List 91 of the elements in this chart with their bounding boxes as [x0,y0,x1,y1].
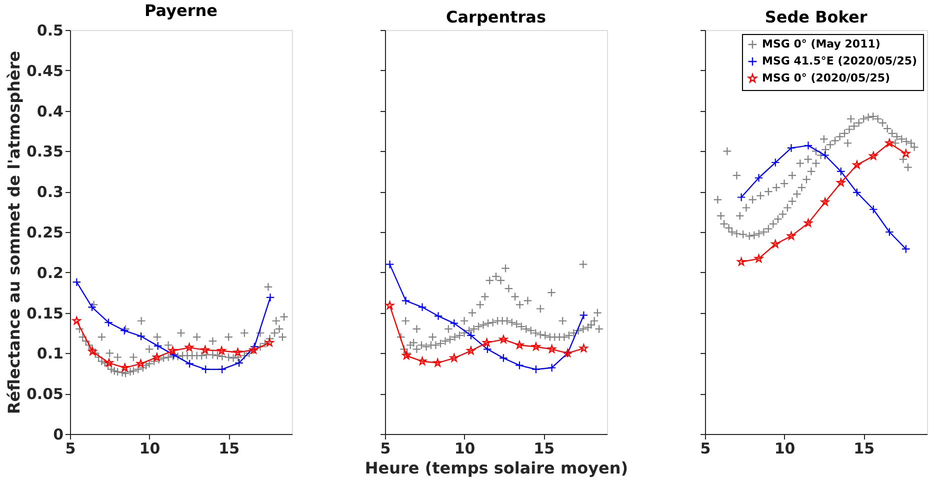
point [754,173,764,182]
y-tick-label: 0.15 [26,304,64,322]
point [804,218,812,227]
point [482,338,492,346]
x-tick-label: 5 [380,440,391,458]
point [88,302,96,312]
x-tick-label: 10 [774,440,796,458]
point [770,158,780,167]
point [901,244,910,254]
point [836,178,846,186]
y-tick-label: 0.5 [36,22,64,40]
point [737,257,746,266]
point [104,318,113,327]
x-tick-label: 5 [65,440,76,458]
x-tick-label: 10 [454,440,476,458]
legend-label: MSG 0° (2020/05/25) [762,72,890,84]
point [450,318,459,328]
point [265,338,274,346]
y-tick-label: 0.35 [26,142,64,161]
y-tick-label: 0 [53,426,64,444]
point [884,228,894,236]
point [786,144,796,152]
point [153,342,162,350]
y-tick-label: 0.25 [26,224,64,242]
point [869,152,878,160]
legend-label: MSG 41.5°E (2020/05/25) [762,54,918,68]
x-tick-label: 5 [700,440,711,458]
point [433,358,442,367]
point [499,335,508,344]
point [152,352,162,361]
point [385,260,394,269]
point [532,364,540,374]
x-tick-label: 15 [854,440,875,458]
point [499,354,508,362]
chart-title: Carpentras [446,8,546,26]
point [218,364,226,374]
point [72,278,82,287]
legend-label: MSG 0° (May 2011) [762,38,880,50]
point [852,188,862,197]
point [532,342,540,350]
point [217,346,226,354]
point [868,204,878,214]
point [120,363,130,372]
point [515,360,524,370]
point [450,354,458,362]
point [168,346,177,354]
x-tick-label: 15 [218,440,240,458]
point [547,363,556,372]
x-tick-label: 15 [534,440,555,458]
point [548,344,556,353]
point [72,316,81,325]
point [515,340,524,349]
point [201,364,210,374]
point [136,359,145,368]
point [466,346,476,354]
y-tick-label: 0.2 [36,264,64,282]
point [902,149,910,158]
point [418,302,427,312]
chart-title: Payerne [144,1,218,20]
point [885,138,894,147]
y-axis-title: Réflectance au sommet de l'atmosphère [4,50,24,414]
point [88,347,97,356]
point [836,166,846,176]
y-tick-label: 0.45 [26,62,64,80]
point [434,312,443,320]
point [266,293,275,302]
y-tick-label: 0.3 [36,183,64,202]
x-axis-title: Heure (temps solaire moyen) [364,458,628,478]
point [483,344,492,354]
point [200,346,210,354]
point [136,332,146,341]
x-tick-label: 10 [139,440,160,458]
y-tick-label: 0.05 [26,385,64,404]
point [401,296,410,306]
y-tick-label: 0.4 [36,102,64,120]
point [771,240,780,248]
point [402,351,411,360]
point [820,198,830,206]
point [418,356,426,365]
point [820,150,830,160]
point [804,141,813,150]
point [234,358,244,368]
point [386,301,394,310]
chart-title: Sede Boker [764,8,868,26]
y-tick-label: 0.1 [36,344,64,363]
point [579,344,588,352]
point [466,331,476,340]
point [736,192,746,202]
point [185,359,194,368]
point [104,358,114,367]
point [579,310,588,320]
